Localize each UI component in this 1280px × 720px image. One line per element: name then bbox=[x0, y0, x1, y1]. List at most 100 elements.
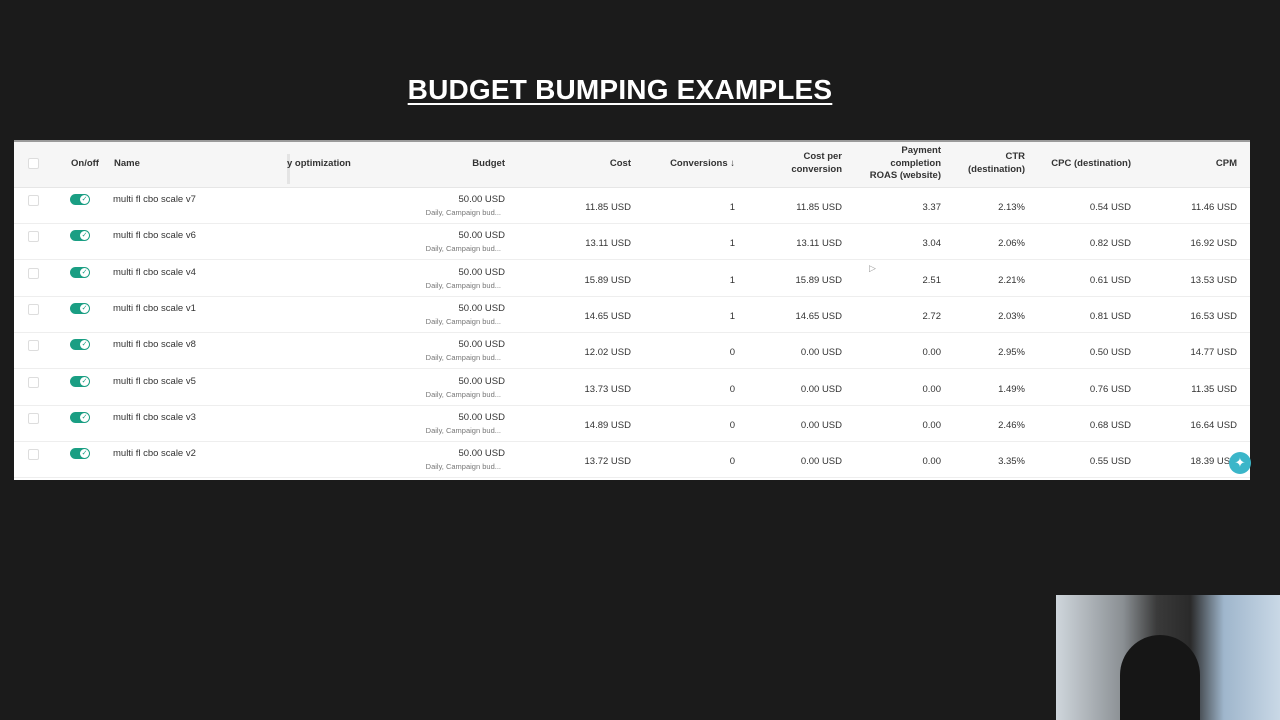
budget-type: Daily, Campaign bud... bbox=[425, 244, 501, 254]
budget-cell: 50.00 USD bbox=[458, 266, 505, 278]
on-off-toggle[interactable] bbox=[70, 411, 90, 423]
cost-cell: 13.73 USD bbox=[584, 383, 631, 395]
budget-type: Daily, Campaign bud... bbox=[425, 208, 501, 217]
header-line: Cost per bbox=[803, 151, 842, 162]
on-off-toggle[interactable] bbox=[70, 194, 90, 205]
cpc-cell: 0.61 USD bbox=[1089, 274, 1131, 286]
row-checkbox[interactable] bbox=[28, 340, 39, 352]
roas-cell: 3.04 bbox=[922, 238, 942, 250]
conversions-cell: 0 bbox=[729, 456, 735, 468]
table-row[interactable]: multi fl cbo scale v8 50.00 USD Daily, Cam… bbox=[14, 332, 1250, 370]
cpm-cell: 16.53 USD bbox=[1190, 310, 1237, 322]
budget-cell: 50.00 USD bbox=[458, 194, 505, 205]
slide-title: BUDGET BUMPING EXAMPLES bbox=[407, 74, 833, 105]
presenter-silhouette bbox=[1120, 635, 1200, 720]
campaign-name[interactable]: multi fl cbo scale v4 bbox=[113, 266, 196, 278]
header-conversions[interactable]: Conversions ↓ bbox=[670, 158, 735, 169]
on-off-toggle[interactable] bbox=[70, 448, 90, 460]
row-checkbox[interactable] bbox=[28, 412, 39, 424]
header-ctr[interactable]: CTR (destination) bbox=[968, 151, 1025, 176]
ctr-cell: 3.35% bbox=[998, 456, 1025, 468]
table-row[interactable]: multi fl cbo scale v5 50.00 USD Daily, Cam… bbox=[14, 369, 1250, 406]
mouse-cursor-icon: ▷ bbox=[869, 263, 876, 273]
assistant-sparkle-icon[interactable]: ✦ bbox=[1229, 452, 1251, 474]
header-optimization[interactable]: y optimization bbox=[287, 158, 351, 169]
cpc-cell: 0.54 USD bbox=[1089, 202, 1131, 213]
conversions-cell: 0 bbox=[729, 347, 735, 359]
campaign-name[interactable]: multi fl cbo scale v1 bbox=[113, 302, 196, 314]
header-cost-per-conversion[interactable]: Cost per conversion bbox=[791, 151, 842, 176]
header-line: completion bbox=[890, 157, 941, 169]
header-name[interactable]: Name bbox=[114, 158, 140, 169]
cpm-cell: 18.39 USD bbox=[1190, 456, 1237, 468]
cost-cell: 12.02 USD bbox=[584, 347, 631, 359]
cost-per-conversion-cell: 11.85 USD bbox=[796, 202, 842, 213]
row-checkbox[interactable] bbox=[28, 376, 39, 388]
table-header: On/off Name y optimization Budget Cost C… bbox=[14, 142, 1250, 188]
table-row[interactable]: multi fl cbo scale v4 50.00 USD Daily, Cam… bbox=[14, 260, 1250, 297]
on-off-toggle[interactable] bbox=[70, 375, 90, 387]
table-row[interactable]: multi fl cbo scale v1 50.00 USD Daily, Cam… bbox=[14, 296, 1250, 333]
budget-cell: 50.00 USD bbox=[458, 302, 505, 314]
roas-cell: 0.00 bbox=[922, 383, 942, 395]
select-all-checkbox[interactable] bbox=[28, 158, 39, 169]
table-row[interactable]: multi fl cbo scale v3 50.00 USD Daily, Cam… bbox=[14, 405, 1250, 442]
campaign-table: On/off Name y optimization Budget Cost C… bbox=[14, 140, 1250, 480]
table-row[interactable]: multi fl cbo scale v6 50.00 USD Daily, Cam… bbox=[14, 223, 1250, 261]
table-row[interactable]: multi fl cbo scale v2 50.00 USD Daily, Cam… bbox=[14, 441, 1250, 479]
cost-per-conversion-cell: 14.65 USD bbox=[795, 310, 842, 322]
campaign-name[interactable]: multi fl cbo scale v5 bbox=[113, 375, 196, 387]
row-checkbox[interactable] bbox=[28, 303, 39, 315]
row-checkbox[interactable] bbox=[28, 195, 39, 206]
on-off-toggle[interactable] bbox=[70, 230, 90, 242]
header-onoff[interactable]: On/off bbox=[71, 158, 99, 169]
on-off-toggle[interactable] bbox=[70, 266, 90, 278]
ctr-cell: 2.06% bbox=[998, 238, 1025, 250]
on-off-toggle[interactable] bbox=[70, 302, 90, 314]
column-resize-handle[interactable] bbox=[287, 154, 290, 184]
conversions-cell: 1 bbox=[729, 202, 735, 213]
budget-type: Daily, Campaign bud... bbox=[425, 316, 501, 326]
campaign-name[interactable]: multi fl cbo scale v3 bbox=[113, 411, 196, 423]
budget-cell: 50.00 USD bbox=[458, 375, 505, 387]
campaign-name[interactable]: multi fl cbo scale v8 bbox=[113, 339, 196, 351]
header-roas[interactable]: Payment completion ROAS (website) bbox=[870, 145, 941, 183]
header-cpm[interactable]: CPM bbox=[1215, 158, 1237, 169]
ctr-cell: 2.13% bbox=[998, 202, 1025, 213]
header-budget[interactable]: Budget bbox=[472, 158, 505, 169]
webcam-video bbox=[1056, 595, 1280, 720]
cost-per-conversion-cell: 13.11 USD bbox=[796, 238, 842, 250]
on-off-toggle[interactable] bbox=[70, 339, 90, 351]
ctr-cell: 2.95% bbox=[998, 347, 1025, 359]
conversions-cell: 1 bbox=[729, 238, 735, 250]
roas-cell: 3.37 bbox=[922, 202, 942, 213]
cpc-cell: 0.82 USD bbox=[1089, 238, 1131, 250]
budget-cell: 50.00 USD bbox=[458, 230, 505, 242]
cost-cell: 13.11 USD bbox=[585, 238, 631, 250]
cost-cell: 15.89 USD bbox=[584, 274, 631, 286]
cost-per-conversion-cell: 0.00 USD bbox=[800, 383, 842, 395]
cpc-cell: 0.50 USD bbox=[1089, 347, 1131, 359]
campaign-name[interactable]: multi fl cbo scale v6 bbox=[113, 230, 196, 242]
row-checkbox[interactable] bbox=[28, 449, 39, 461]
budget-cell: 50.00 USD bbox=[458, 448, 505, 460]
campaign-name[interactable]: multi fl cbo scale v7 bbox=[113, 194, 196, 205]
cpc-cell: 0.76 USD bbox=[1089, 383, 1131, 395]
budget-cell: 50.00 USD bbox=[458, 411, 505, 423]
conversions-cell: 1 bbox=[729, 310, 735, 322]
cpc-cell: 0.55 USD bbox=[1089, 456, 1131, 468]
budget-type: Daily, Campaign bud... bbox=[425, 425, 501, 435]
budget-type: Daily, Campaign bud... bbox=[425, 280, 501, 290]
row-checkbox[interactable] bbox=[28, 267, 39, 279]
conversions-cell: 1 bbox=[729, 274, 735, 286]
ctr-cell: 2.46% bbox=[998, 419, 1025, 431]
row-checkbox[interactable] bbox=[28, 231, 39, 243]
ctr-cell: 2.21% bbox=[998, 274, 1025, 286]
campaign-name[interactable]: multi fl cbo scale v2 bbox=[113, 448, 196, 460]
cost-cell: 13.72 USD bbox=[584, 456, 631, 468]
header-cpc[interactable]: CPC (destination) bbox=[1051, 158, 1131, 169]
header-cost[interactable]: Cost bbox=[609, 158, 631, 169]
budget-type: Daily, Campaign bud... bbox=[425, 353, 501, 363]
table-row[interactable]: multi fl cbo scale v7 50.00 USD Daily, Cam… bbox=[14, 187, 1250, 224]
cpm-cell: 16.92 USD bbox=[1190, 238, 1237, 250]
